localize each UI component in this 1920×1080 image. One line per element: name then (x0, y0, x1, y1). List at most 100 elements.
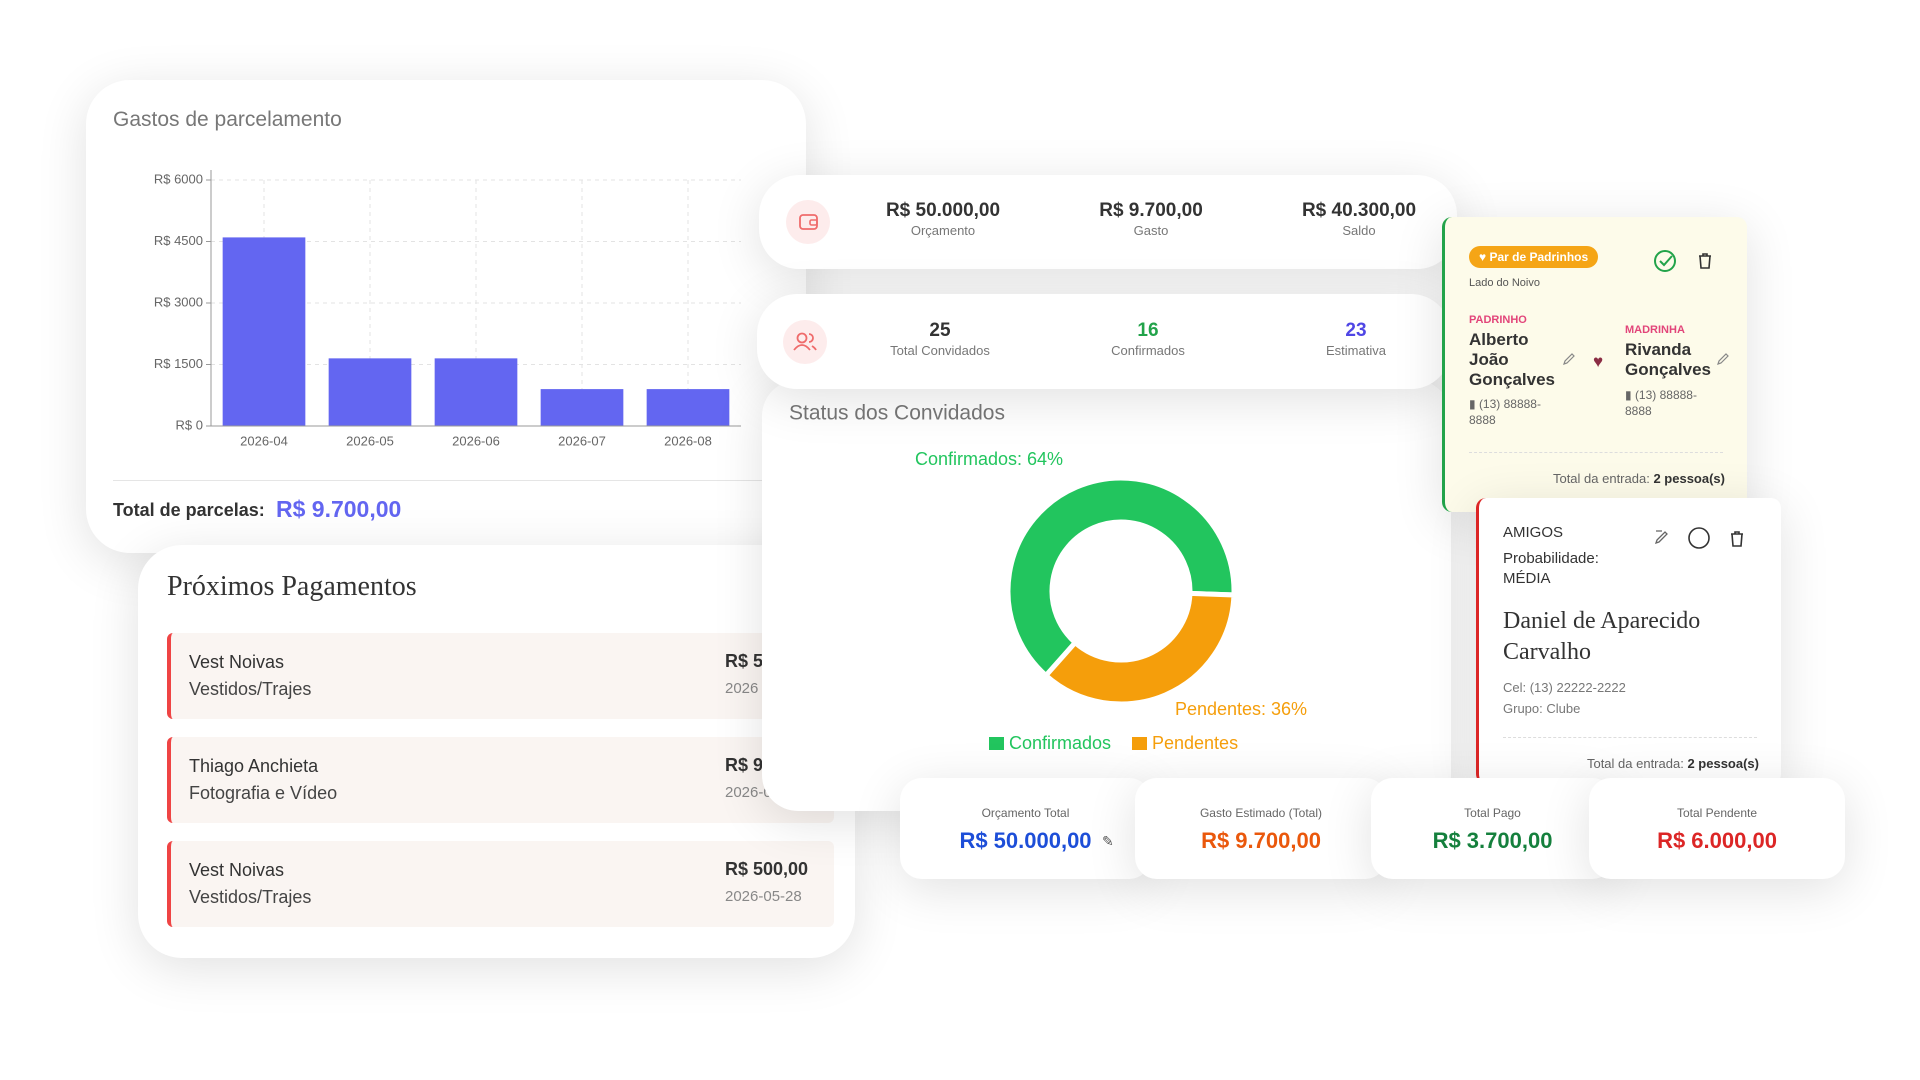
y-tick-label: R$ 3000 (154, 294, 203, 309)
date: 2026-0 (725, 784, 772, 801)
guest-card: AMIGOS Probabilidade: MÉDIA Daniel de Ap… (1476, 498, 1781, 784)
value: R$ 40.300,00 (1301, 200, 1417, 221)
stat-label: Total Pago (1464, 806, 1521, 820)
vendor: Thiago Anchieta (189, 756, 319, 776)
donut-chart: Status dos Convidados Confirmados: 64% Pe… (789, 402, 1307, 753)
role: PADRINHO (1469, 314, 1527, 326)
value: R$ 9.700,00 (1099, 200, 1203, 221)
phone-text: (13) 88888-8888 (1625, 388, 1697, 418)
badge: ♥ Par de Padrinhos (1469, 246, 1599, 268)
payments-card: Próximos Pagamentos Vest Noivas Vestidos/… (138, 545, 855, 958)
label: Confirmados (1111, 343, 1185, 358)
phone-text: (13) 88888-8888 (1469, 397, 1541, 427)
amount: R$ 5 (725, 651, 764, 671)
legend-label: Pendentes (1152, 733, 1238, 753)
guest-item: 16 Confirmados (1048, 320, 1248, 358)
label: Total Convidados (890, 343, 990, 358)
payment-item: Vest Noivas Vestidos/Trajes R$ 5 2026 (167, 633, 834, 719)
total-label: Total de parcelas: (113, 500, 265, 520)
category: Fotografia e Vídeo (189, 783, 338, 803)
y-tick-label: R$ 6000 (154, 171, 203, 186)
budget-card: R$ 50.000,00 Orçamento R$ 9.700,00 Gasto R$ … (759, 175, 1457, 269)
edit-button[interactable] (1653, 528, 1671, 546)
vendor: Vest Noivas (189, 860, 285, 880)
guest-item: 25 Total Convidados (840, 320, 1040, 358)
data-label: Confirmados: 64% (915, 449, 1063, 469)
date: 2026-05-28 (725, 888, 802, 905)
bar (540, 389, 624, 426)
guests-card: 25 Total Convidados 16 Confirmados 23 Estimat… (757, 294, 1451, 389)
x-tick-label: 2026-05 (346, 433, 394, 448)
wallet-icon (786, 200, 830, 244)
value: 23 (1345, 320, 1367, 341)
x-tick-label: 2026-07 (558, 433, 606, 448)
phone: Cel: (13) 22222-2222 (1503, 680, 1626, 695)
vendor: Vest Noivas (189, 652, 285, 672)
stat-label: Total Pendente (1676, 806, 1758, 820)
bar-chart: R$ 0 R$ 1500 R$ 3000 R$ 4500 R$ 6000 2026-04 2… (154, 170, 741, 448)
sponsors-card: ♥ Par de Padrinhos Lado do Noivo PADRINH… (1442, 217, 1747, 512)
donut-segment (1005, 475, 1237, 680)
x-tick-label: 2026-06 (452, 433, 500, 448)
edit-button[interactable]: ✎ (1102, 833, 1114, 849)
label: Estimativa (1326, 343, 1386, 358)
person-name: Alberto João Gonçalves (1469, 330, 1555, 389)
donut-segment (1042, 590, 1237, 707)
data-label: Pendentes: 36% (1175, 699, 1307, 719)
delete-button[interactable] (1727, 529, 1747, 549)
category: Vestidos/Trajes (189, 887, 312, 907)
role: MADRINHA (1625, 324, 1685, 336)
total-value: 2 pessoa(s) (1653, 471, 1725, 486)
phone: ▮ (13) 88888-8888 (1469, 397, 1541, 427)
bar (646, 389, 730, 426)
date: 2026 (725, 680, 759, 697)
confirm-button[interactable] (1652, 248, 1678, 274)
delete-button[interactable] (1695, 251, 1715, 271)
side: Lado do Noivo (1469, 277, 1540, 289)
badge-text: Par de Padrinhos (1489, 250, 1589, 264)
y-tick-label: R$ 0 (176, 417, 203, 432)
subgroup: Grupo: Clube (1503, 701, 1581, 716)
divider (1469, 452, 1723, 453)
payments-title: Próximos Pagamentos (167, 571, 417, 602)
amount: R$ 500,00 (725, 859, 809, 879)
value: 25 (929, 320, 951, 341)
person-name: Rivanda Gonçalves (1625, 340, 1711, 379)
guest-name: Daniel de Aparecido Carvalho (1503, 608, 1701, 665)
stat-label: Orçamento Total (981, 806, 1070, 820)
budget-item: R$ 9.700,00 Gasto (1051, 200, 1251, 238)
x-tick-label: 2026-08 (664, 433, 712, 448)
bar (434, 358, 518, 426)
budget-item: R$ 40.300,00 Saldo (1259, 200, 1457, 238)
probability-label: Probabilidade: (1503, 550, 1599, 567)
payment-item: Vest Noivas Vestidos/Trajes R$ 500,00 2026-… (167, 841, 834, 927)
status-toggle[interactable] (1687, 526, 1711, 550)
stat-label: Gasto Estimado (Total) (1199, 806, 1323, 820)
guest-item: 23 Estimativa (1256, 320, 1451, 358)
x-tick-label: 2026-04 (240, 433, 288, 448)
edit-button[interactable] (1715, 351, 1731, 367)
stat-card: Total Pago R$ 3.700,00 (1371, 778, 1614, 879)
stat-value: R$ 6.000,00 (1657, 828, 1777, 853)
total-label: Total da entrada: (1552, 471, 1650, 486)
y-tick-label: R$ 4500 (154, 233, 203, 248)
label: Gasto (1133, 223, 1169, 238)
users-icon (783, 320, 827, 364)
payment-item: Thiago Anchieta Fotografia e Vídeo R$ 9 202… (167, 737, 834, 823)
category: Vestidos/Trajes (189, 679, 312, 699)
installments-card: Gastos de parcelamento R$ 0 R$ 1500 R$ 300… (86, 80, 806, 553)
value: R$ 50.000,00 (885, 200, 1001, 221)
stat-value: R$ 3.700,00 (1432, 828, 1553, 853)
stat-value: R$ 9.700,00 (1201, 828, 1321, 853)
value: 16 (1137, 320, 1159, 341)
stat-card: Total Pendente R$ 6.000,00 (1589, 778, 1845, 879)
bar (222, 237, 306, 426)
budget-item: R$ 50.000,00 Orçamento (843, 200, 1043, 238)
legend-label: Confirmados (1009, 733, 1111, 753)
heart: ♥ (1593, 352, 1604, 371)
total-value: 2 pessoa(s) (1687, 756, 1759, 771)
phone: ▮ (13) 88888-8888 (1625, 388, 1697, 418)
legend-swatch (1132, 737, 1147, 750)
edit-button[interactable] (1561, 351, 1577, 367)
